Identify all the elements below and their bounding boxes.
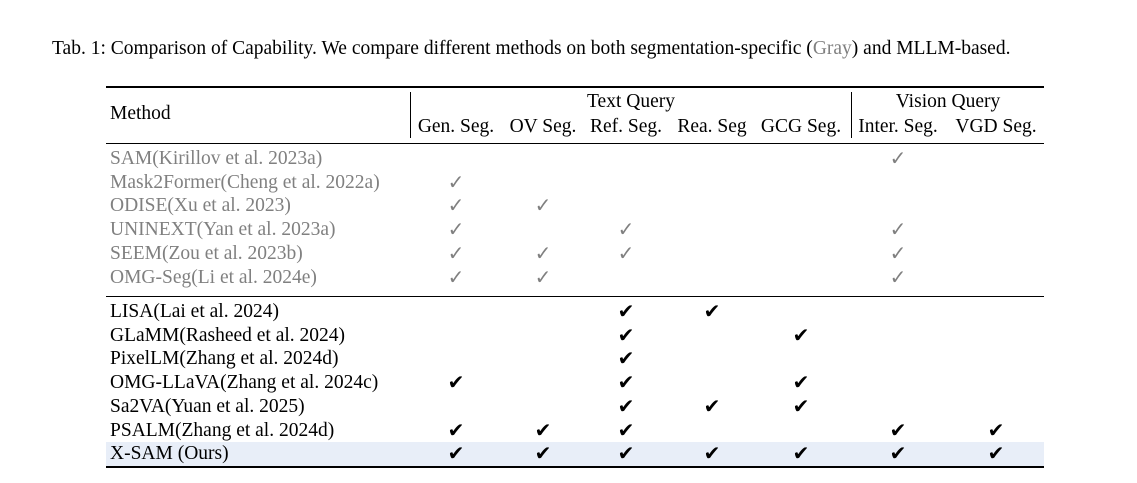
check-icon: ✔: [534, 417, 552, 442]
check-icon: ✓: [447, 169, 465, 194]
check-icon: ✔: [792, 322, 810, 347]
check-icon: ✓: [889, 146, 907, 170]
check-icon: ✓: [447, 217, 465, 242]
check-icon: ✓: [447, 264, 465, 289]
caption-gray-word: Gray: [812, 38, 852, 59]
check-icon: ✓: [889, 240, 907, 265]
divider-vision: [851, 92, 852, 138]
method-name: SAM(Kirillov et al. 2023a): [110, 148, 323, 169]
check-icon: ✔: [703, 299, 721, 323]
method-name: SEEM(Zou et al. 2023b): [110, 242, 303, 264]
column-header: VGD Seg.: [955, 116, 1037, 137]
check-icon: ✓: [534, 264, 552, 289]
check-icon: ✓: [447, 193, 465, 218]
table-row: OMG-LLaVA(Zhang et al. 2024c) ✔ ✔ ✔: [106, 371, 1044, 395]
table-row: PixelLM(Zhang et al. 2024d) ✔: [106, 347, 1044, 371]
check-icon: ✓: [534, 193, 552, 218]
check-icon: ✔: [617, 299, 635, 323]
table-row: LISA(Lai et al. 2024) ✔ ✔: [106, 299, 1044, 324]
check-icon: ✔: [447, 370, 465, 395]
column-header: Rea. Seg: [677, 116, 747, 137]
check-icon: ✓: [889, 264, 907, 289]
check-icon: ✔: [889, 441, 907, 466]
table-row: OMG-Seg(Li et al. 2024e) ✓ ✓ ✓: [106, 264, 1044, 290]
method-name: LISA(Lai et al. 2024): [110, 301, 279, 322]
table-row: SEEM(Zou et al. 2023b) ✓ ✓ ✓ ✓: [106, 240, 1044, 266]
table-row: GLaMM(Rasheed et al. 2024) ✔ ✔: [106, 322, 1044, 348]
check-icon: ✔: [447, 441, 465, 466]
method-name: GLaMM(Rasheed et al. 2024): [110, 324, 346, 346]
method-name: UNINEXT(Yan et al. 2023a): [110, 219, 336, 241]
check-icon: ✔: [792, 370, 810, 395]
caption-suffix: ) and MLLM-based.: [851, 38, 1011, 59]
column-header: Inter. Seg.: [858, 116, 938, 137]
header-group-text-query: Text Query: [587, 91, 675, 112]
check-icon: ✔: [617, 393, 635, 418]
method-name: PixelLM(Zhang et al. 2024d): [110, 348, 339, 370]
method-name: Mask2Former(Cheng et al. 2022a): [110, 171, 380, 193]
method-name: PSALM(Zhang et al. 2024d): [110, 419, 335, 441]
check-icon: ✔: [534, 441, 552, 466]
check-icon: ✔: [617, 322, 635, 347]
check-icon: ✓: [617, 240, 635, 265]
divider-method: [410, 92, 411, 138]
check-icon: ✔: [617, 370, 635, 395]
header-method: Method: [110, 103, 171, 124]
method-name: OMG-LLaVA(Zhang et al. 2024c): [110, 372, 379, 394]
check-icon: ✓: [889, 217, 907, 242]
table-row: PSALM(Zhang et al. 2024d) ✔ ✔ ✔ ✔ ✔: [106, 417, 1044, 443]
top-rule: [106, 86, 1044, 88]
table-row: Mask2Former(Cheng et al. 2022a) ✓: [106, 169, 1044, 195]
check-icon: ✔: [617, 417, 635, 442]
table-caption: Tab. 1: Comparison of Capability. We com…: [52, 38, 1112, 60]
check-icon: ✓: [534, 240, 552, 265]
check-icon: ✔: [987, 417, 1005, 442]
check-icon: ✔: [792, 393, 810, 418]
check-icon: ✔: [447, 417, 465, 442]
table-row: Sa2VA(Yuan et al. 2025) ✔ ✔ ✔: [106, 393, 1044, 419]
check-icon: ✔: [792, 441, 810, 466]
method-name: OMG-Seg(Li et al. 2024e): [110, 266, 317, 288]
table-row: X-SAM (Ours) ✔ ✔ ✔ ✔ ✔ ✔ ✔: [106, 442, 1044, 466]
table-row: UNINEXT(Yan et al. 2023a) ✓ ✓ ✓: [106, 218, 1044, 242]
method-name: X-SAM (Ours): [110, 443, 229, 465]
check-icon: ✔: [889, 417, 907, 442]
column-header: GCG Seg.: [760, 116, 842, 137]
table-row: ODISE(Xu et al. 2023) ✓ ✓: [106, 194, 1044, 218]
header-rule: [106, 143, 1044, 144]
method-name: Sa2VA(Yuan et al. 2025): [110, 395, 305, 417]
header-group-vision-query: Vision Query: [895, 91, 1001, 112]
check-icon: ✔: [703, 393, 721, 418]
check-icon: ✔: [617, 441, 635, 466]
column-header: OV Seg.: [509, 116, 577, 137]
caption-prefix: Tab. 1: Comparison of Capability. We com…: [52, 38, 813, 59]
check-icon: ✔: [617, 346, 635, 371]
table-row: SAM(Kirillov et al. 2023a) ✓: [106, 146, 1044, 171]
column-header: Gen. Seg.: [417, 116, 495, 137]
bottom-rule: [106, 466, 1044, 468]
group-separator-rule: [106, 296, 1044, 297]
check-icon: ✔: [987, 441, 1005, 466]
method-name: ODISE(Xu et al. 2023): [110, 195, 291, 217]
check-icon: ✔: [703, 441, 721, 466]
check-icon: ✓: [617, 217, 635, 242]
column-header: Ref. Seg.: [589, 116, 663, 137]
check-icon: ✓: [447, 240, 465, 265]
